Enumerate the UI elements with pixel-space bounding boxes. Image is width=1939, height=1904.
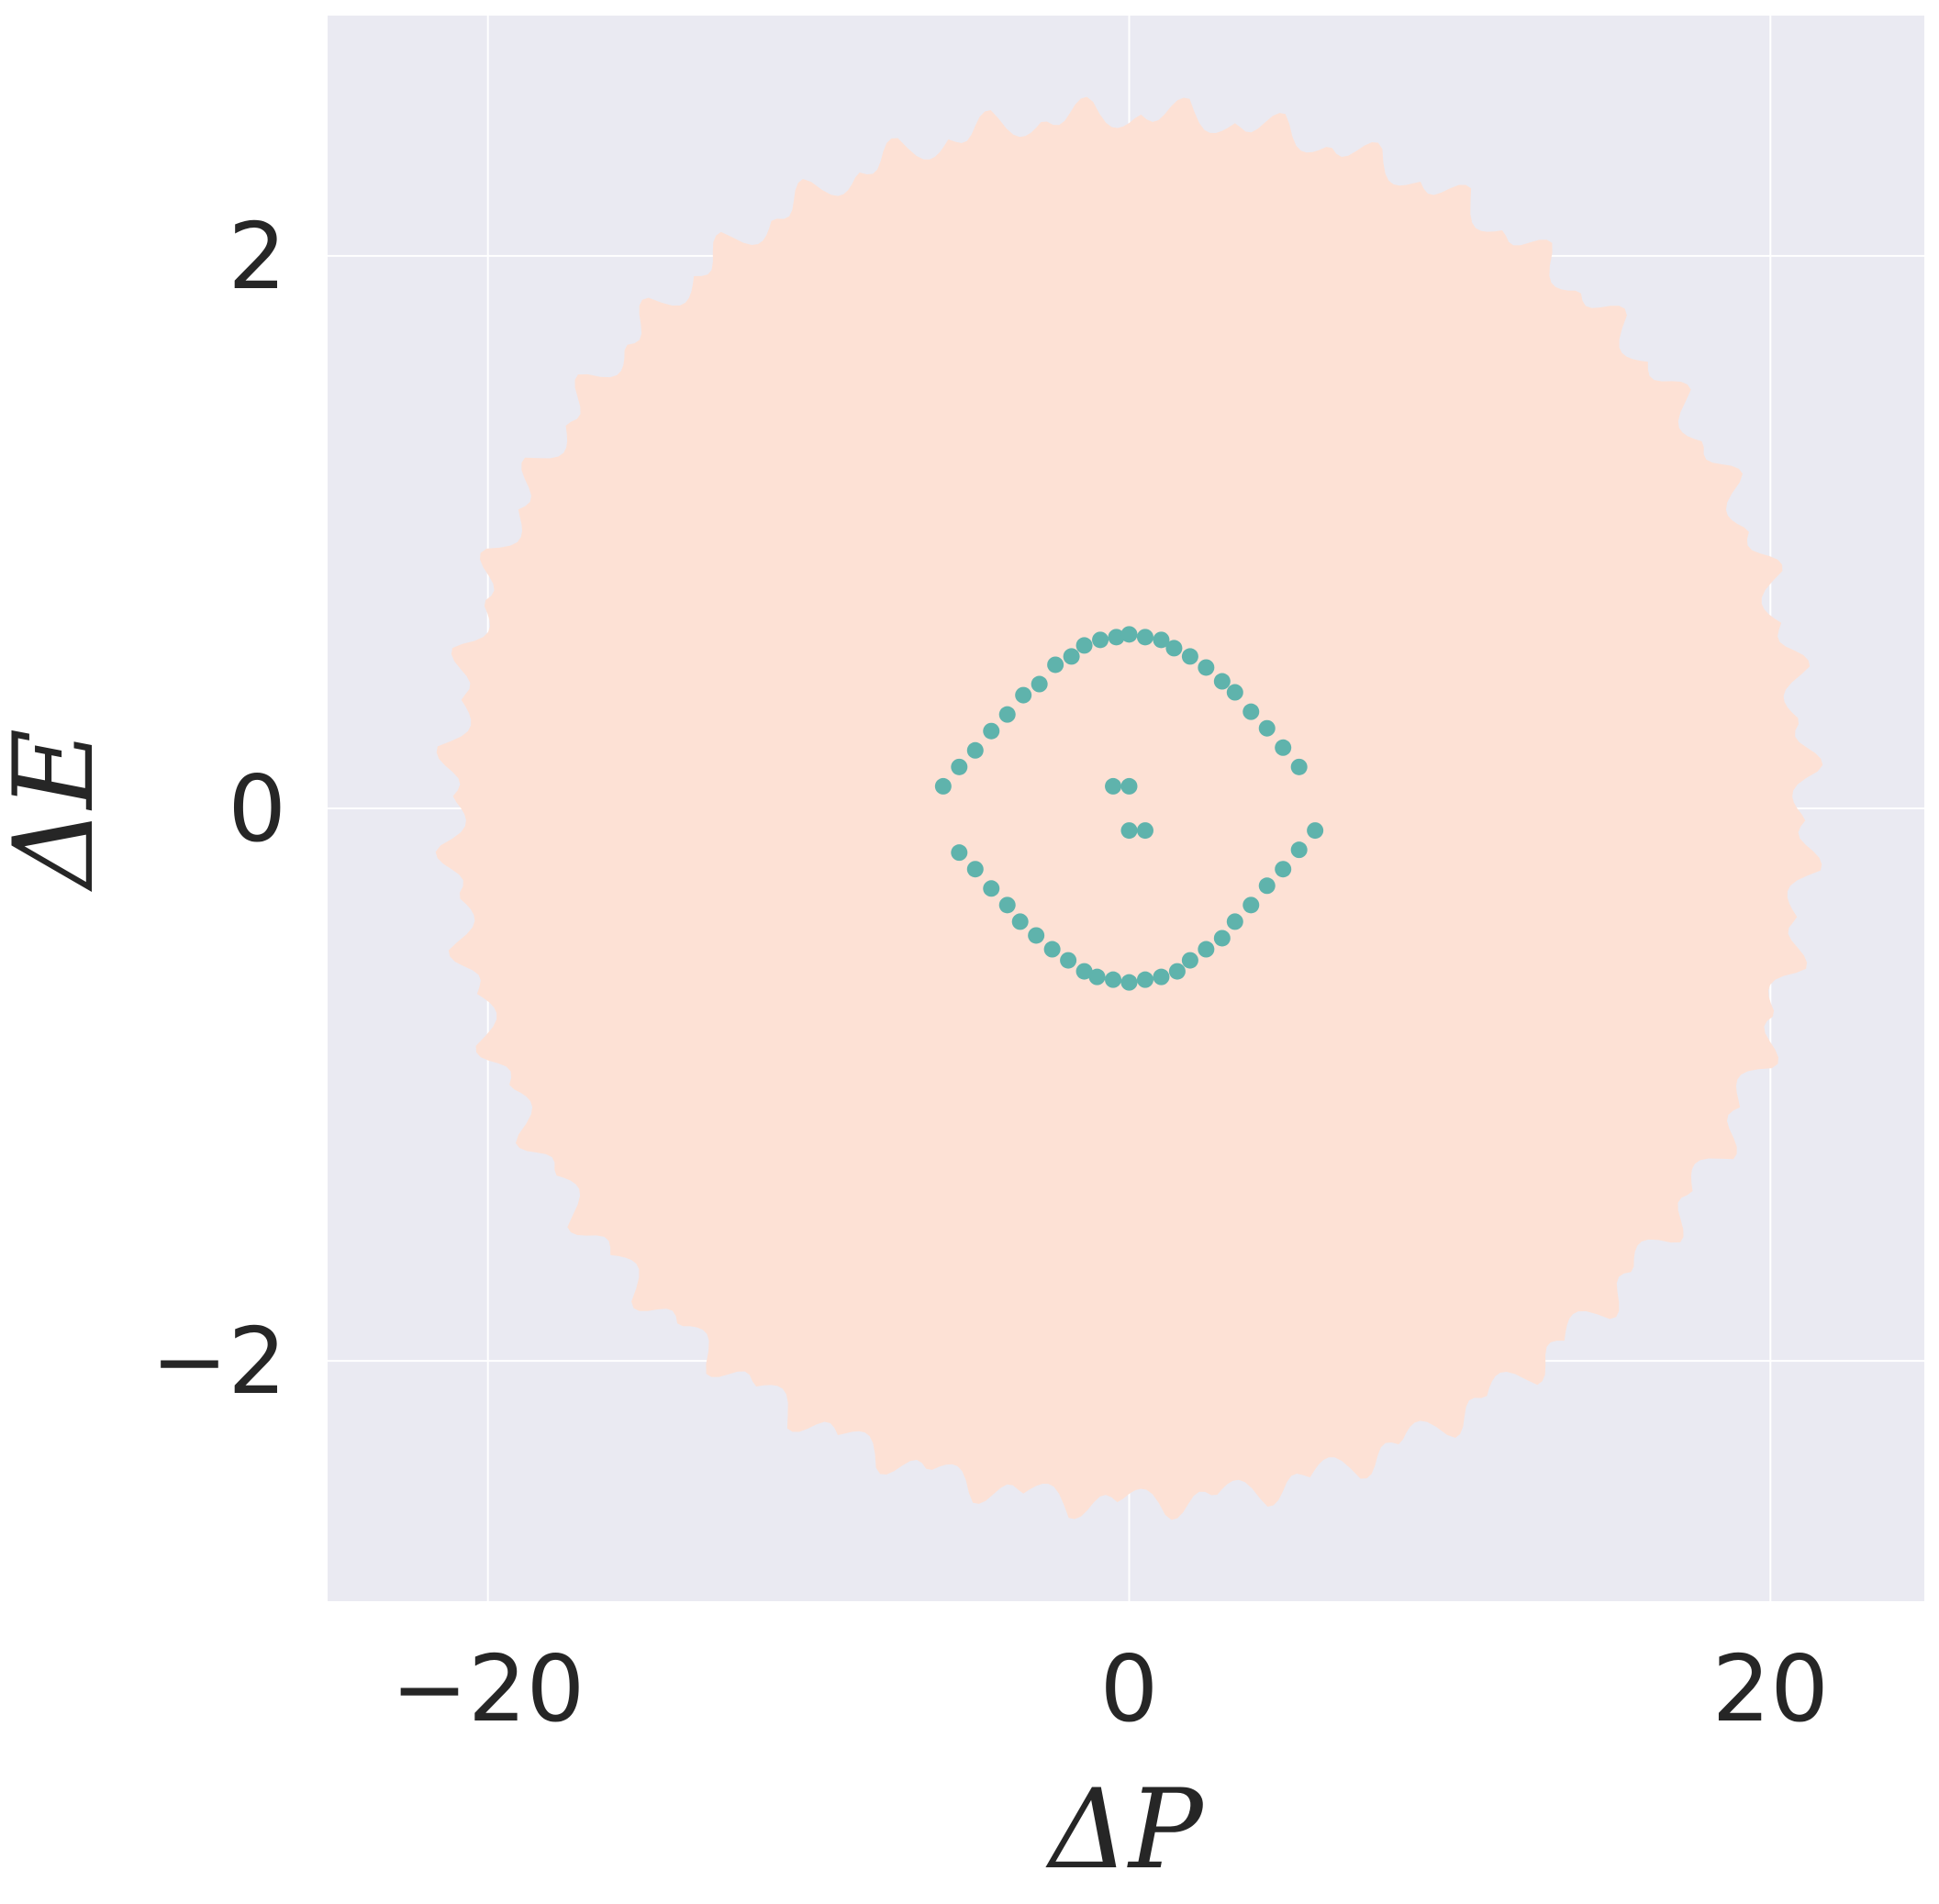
orbit-point: [1075, 637, 1093, 654]
orbit-point: [966, 741, 984, 759]
orbit-point: [1226, 684, 1243, 701]
orbit-point: [1258, 877, 1276, 895]
orbit-point: [1243, 703, 1260, 720]
orbit-point: [983, 880, 1000, 897]
orbit-point: [1165, 640, 1183, 657]
orbit-point: [1120, 974, 1138, 991]
orbit-point: [1153, 968, 1170, 985]
orbit-point: [1063, 648, 1080, 665]
orbit-point: [1047, 656, 1064, 674]
orbit-point: [1120, 626, 1138, 643]
orbit-point: [1136, 822, 1153, 840]
orbit-point: [1307, 822, 1324, 840]
orbit-point: [934, 777, 952, 795]
orbit-point: [1275, 861, 1292, 878]
orbit-point: [1290, 758, 1308, 775]
orbit-point: [1011, 913, 1029, 930]
orbit-point: [1258, 719, 1276, 737]
orbit-point: [1226, 913, 1243, 930]
orbit-point: [998, 706, 1016, 723]
orbit-point: [951, 758, 968, 775]
orbit-point: [1153, 631, 1170, 649]
y-tick-label: −2: [151, 1308, 286, 1415]
cloud-region: [435, 96, 1823, 1520]
orbit-point: [1181, 952, 1198, 969]
orbit-point: [1031, 675, 1048, 693]
orbit-point: [1136, 629, 1153, 646]
orbit-point: [1092, 631, 1109, 649]
orbit-point: [1105, 777, 1122, 795]
y-tick-label: 2: [228, 203, 286, 310]
orbit-point: [951, 844, 968, 862]
orbit-point: [1198, 659, 1215, 676]
x-axis-label: ΔP: [1045, 1766, 1205, 1894]
orbit-point: [1198, 941, 1215, 958]
y-tick-label: 0: [228, 755, 286, 863]
y-tick-labels: −2 0 2: [151, 203, 286, 1415]
orbit-point: [1213, 673, 1231, 690]
x-tick-label: 0: [1100, 1635, 1159, 1743]
orbit-point: [966, 861, 984, 878]
orbit-point: [1275, 739, 1292, 756]
orbit-point: [1290, 841, 1308, 859]
y-axis-label: ΔE: [0, 729, 118, 892]
orbit-point: [1105, 971, 1122, 988]
orbit-point: [1015, 686, 1032, 704]
orbit-point: [1243, 896, 1260, 914]
phase-space-cloud: [435, 96, 1823, 1520]
orbit-point: [1088, 968, 1106, 985]
orbit-point: [1213, 930, 1231, 947]
orbit-points: [934, 626, 1324, 991]
x-tick-label: −20: [391, 1635, 585, 1743]
orbit-point: [1136, 971, 1153, 988]
orbit-point: [1028, 927, 1045, 944]
orbit-point: [1108, 629, 1125, 646]
x-tick-label: 20: [1712, 1635, 1829, 1743]
orbit-point: [1168, 963, 1186, 980]
x-tick-labels: −20 0 20: [391, 1635, 1829, 1743]
orbit-point: [983, 722, 1000, 740]
orbit-point: [1120, 777, 1138, 795]
orbit-point: [1120, 822, 1138, 840]
orbit-point: [1043, 941, 1061, 958]
orbit-point: [1075, 963, 1093, 980]
orbit-point: [1060, 952, 1077, 969]
orbit-point: [1181, 648, 1198, 665]
orbit-point: [998, 896, 1016, 914]
